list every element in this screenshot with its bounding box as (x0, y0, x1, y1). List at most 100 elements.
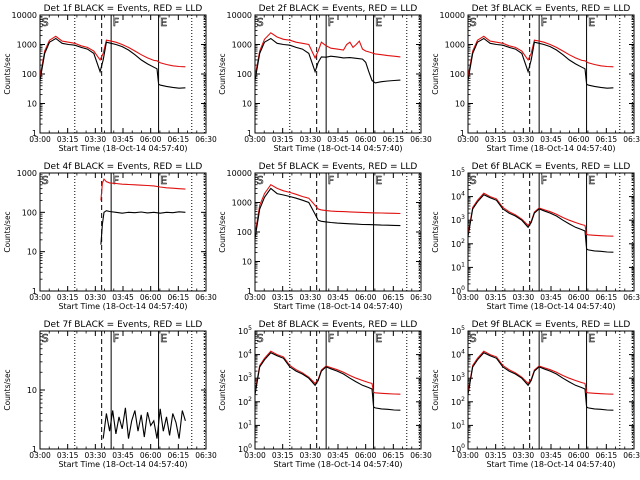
chart-panel: Det 7f BLACK = Events, RED = LLD 1 10 03:00… (3, 320, 217, 469)
chart-panel: Det 1f BLACK = Events, RED = LLD 1 10 100 10… (3, 4, 217, 153)
y-tick-label: 103 (451, 372, 465, 383)
x-tick-label: 03:30 (85, 293, 107, 302)
x-tick-label: 03:30 (300, 451, 322, 460)
lld-series-line (255, 350, 401, 395)
chart-title: Det 5f BLACK = Events, RED = LLD (259, 162, 418, 172)
x-tick-label: 06:15 (596, 293, 618, 302)
region-label: E (588, 332, 595, 345)
x-tick-label: 06:15 (168, 135, 190, 144)
chart-title: Det 2f BLACK = Events, RED = LLD (259, 4, 418, 14)
region-label: F (113, 332, 119, 345)
x-axis-label: Start Time (18-Oct-14 04:57:40) (58, 460, 187, 469)
plot-frame (254, 330, 422, 450)
x-tick-label: 06:30 (195, 451, 217, 460)
y-tick-label: 102 (451, 238, 465, 249)
x-axis-label: Start Time (18-Oct-14 04:57:40) (58, 302, 187, 311)
x-tick-label: 06:30 (195, 135, 217, 144)
plot-frame (39, 330, 207, 450)
region-label: S (42, 174, 49, 187)
x-tick-label: 06:15 (596, 135, 618, 144)
x-axis-label: Start Time (18-Oct-14 04:57:40) (486, 302, 615, 311)
x-tick-label: 03:30 (300, 135, 322, 144)
x-axis-label: Start Time (18-Oct-14 04:57:40) (273, 302, 402, 311)
chart-title: Det 4f BLACK = Events, RED = LLD (44, 162, 203, 172)
x-axis-label: Start Time (18-Oct-14 04:57:40) (273, 460, 402, 469)
y-tick-label: 1000 (17, 41, 37, 50)
y-tick-label: 103 (451, 214, 465, 225)
x-tick-label: 03:15 (485, 293, 507, 302)
region-label: S (257, 174, 264, 187)
lld-series-line (255, 183, 401, 235)
region-label: F (541, 16, 547, 29)
x-tick-label: 03:45 (112, 293, 134, 302)
x-tick-label: 03:30 (85, 135, 107, 144)
y-tick-label: 1 (247, 287, 252, 296)
x-tick-label: 06:30 (410, 293, 432, 302)
x-tick-label: 03:15 (485, 451, 507, 460)
region-label: E (375, 174, 382, 187)
region-label: F (113, 174, 119, 187)
chart-panel: Det 9f BLACK = Events, RED = LLD 100 101 10… (431, 320, 640, 469)
region-label: S (42, 332, 49, 345)
y-tick-label: 1 (247, 129, 252, 138)
lld-series-line (40, 35, 186, 77)
events-series-line (468, 37, 614, 89)
region-label: F (113, 16, 119, 29)
y-tick-label: 100 (22, 208, 37, 217)
y-tick-label: 100 (237, 228, 252, 237)
chart-panel: Det 5f BLACK = Events, RED = LLD 1 10 100 10… (218, 162, 432, 311)
y-tick-label: 1 (32, 129, 37, 138)
x-tick-label: 06:00 (140, 135, 162, 144)
x-tick-label: 06:00 (568, 451, 590, 460)
x-tick-label: 03:15 (272, 293, 294, 302)
x-tick-label: 06:00 (355, 135, 377, 144)
chart-title: Det 1f BLACK = Events, RED = LLD (44, 4, 203, 14)
x-tick-label: 03:15 (272, 135, 294, 144)
x-tick-label: 03:45 (112, 451, 134, 460)
x-axis-label: Start Time (18-Oct-14 04:57:40) (58, 144, 187, 153)
events-series-line (255, 187, 401, 239)
region-label: F (328, 16, 334, 29)
y-tick-label: 104 (451, 191, 465, 202)
events-series-line (102, 407, 186, 439)
y-axis-label: Counts/sec (3, 369, 12, 410)
chart-panel: Det 4f BLACK = Events, RED = LLD 1 10 100 10… (3, 162, 217, 311)
plot-frame (39, 172, 207, 292)
y-tick-label: 104 (238, 349, 252, 360)
chart-panel: Det 6f BLACK = Events, RED = LLD 100 101 10… (431, 162, 640, 311)
y-axis-label: Counts/sec (218, 53, 227, 94)
x-tick-label: 03:30 (85, 451, 107, 460)
x-tick-label: 06:30 (623, 293, 640, 302)
x-tick-label: 06:15 (168, 451, 190, 460)
x-tick-label: 03:45 (327, 293, 349, 302)
plot-frame (254, 172, 422, 292)
region-label: S (42, 16, 49, 29)
events-series-line (468, 352, 614, 411)
events-series-line (100, 210, 186, 245)
x-tick-label: 06:00 (355, 451, 377, 460)
x-tick-label: 03:00 (457, 135, 479, 144)
y-tick-label: 104 (451, 349, 465, 360)
lld-series-line (468, 35, 614, 77)
x-tick-label: 06:30 (623, 451, 640, 460)
x-tick-label: 03:30 (513, 135, 535, 144)
x-tick-label: 03:00 (244, 135, 266, 144)
y-tick-label: 10 (27, 248, 37, 257)
y-tick-label: 105 (451, 325, 465, 336)
x-tick-label: 06:00 (568, 293, 590, 302)
region-label: E (375, 332, 382, 345)
y-axis-label: Counts/sec (431, 211, 440, 252)
lld-series-line (255, 32, 401, 77)
lld-series-line (468, 350, 614, 395)
plot-frame (467, 330, 635, 450)
y-tick-label: 10000 (12, 11, 37, 20)
x-tick-label: 03:45 (540, 135, 562, 144)
chart-panel: Det 2f BLACK = Events, RED = LLD 1 10 100 10… (218, 4, 432, 153)
region-label: E (588, 16, 595, 29)
region-label: F (328, 332, 334, 345)
chart-title: Det 3f BLACK = Events, RED = LLD (472, 4, 631, 14)
y-tick-label: 102 (451, 396, 465, 407)
y-tick-label: 100 (22, 70, 37, 79)
y-tick-label: 10000 (440, 11, 465, 20)
x-tick-label: 03:45 (540, 293, 562, 302)
